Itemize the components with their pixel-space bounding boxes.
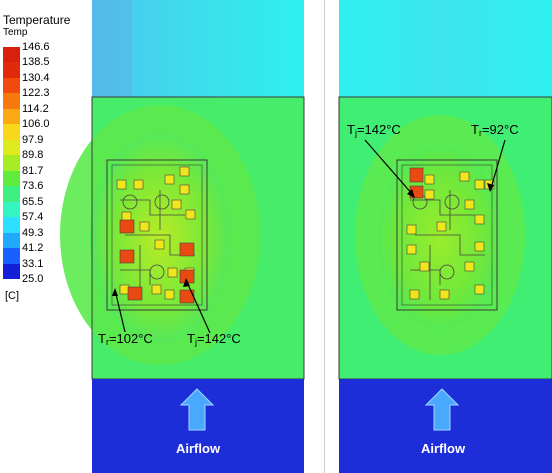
- tj-arrow: [185, 279, 211, 334]
- legend-tick-label: 130.4: [22, 71, 50, 84]
- airflow-arrow-icon: [424, 388, 460, 431]
- legend-color-step: [3, 124, 20, 141]
- left-tj-annotation: Tj=142°C: [187, 331, 241, 347]
- legend-tick-label: 57.4: [22, 211, 44, 224]
- legend-unit: [C]: [5, 290, 20, 302]
- legend-color-step: [3, 62, 20, 79]
- airflow-arrow-icon: [179, 388, 215, 431]
- legend-color-step: [3, 201, 20, 218]
- tr-arrow: [114, 289, 126, 333]
- pcb-board: [106, 159, 208, 311]
- legend-color-step: [3, 170, 20, 187]
- left-simulation-panel: Tr=102°C Tj=142°C Airflow: [60, 0, 305, 473]
- panel-divider: [324, 0, 325, 473]
- legend-color-step: [3, 139, 20, 156]
- hot-components: [119, 219, 195, 304]
- temperature-legend: Temperature Temp 146.6 138.5 130.4 122.3 114…: [0, 0, 92, 310]
- legend-title: Temperature: [3, 13, 71, 27]
- legend-color-step: [3, 93, 20, 110]
- right-simulation-panel: Tj=142°C Tr=92°C Airflow: [325, 0, 552, 473]
- legend-tick-label: 33.1: [22, 257, 44, 270]
- legend-color-step: [3, 77, 20, 94]
- legend-tick-label: 146.6: [22, 41, 50, 53]
- upper-channel: [339, 0, 552, 97]
- legend-ticks: 146.6 138.5 130.4 122.3 114.2 106.0 97.9 89.8 81…: [22, 41, 82, 287]
- right-airflow-label: Airflow: [421, 441, 466, 456]
- legend-tick-label: 89.8: [22, 149, 44, 162]
- legend-tick-label: 73.6: [22, 180, 44, 193]
- legend-colorbar: [3, 47, 20, 280]
- left-airflow-label: Airflow: [176, 441, 221, 456]
- legend-color-step: [3, 232, 20, 249]
- legend-color-step: [3, 47, 20, 63]
- right-thermal-field: [325, 0, 552, 473]
- left-tr-annotation: Tr=102°C: [98, 331, 153, 347]
- legend-color-step: [3, 217, 20, 234]
- small-components: [406, 171, 495, 300]
- tr-arrow: [490, 139, 506, 189]
- legend-tick-label: 114.2: [22, 102, 49, 115]
- legend-tick-label: 65.5: [22, 195, 44, 208]
- legend-subtitle: Temp: [3, 27, 28, 38]
- left-thermal-field: [60, 0, 305, 473]
- legend-tick-label: 138.5: [22, 56, 50, 69]
- hot-components: [409, 167, 424, 199]
- legend-tick-label: 97.9: [22, 133, 44, 146]
- legend-tick-label: 25.0: [22, 273, 44, 285]
- legend-tick-label: 41.2: [22, 242, 44, 255]
- legend-tick-label: 49.3: [22, 226, 44, 239]
- legend-color-step: [3, 155, 20, 172]
- legend-color-step: [3, 263, 20, 280]
- legend-tick-label: 106.0: [22, 118, 50, 131]
- legend-color-step: [3, 108, 20, 125]
- right-tj-annotation: Tj=142°C: [347, 122, 401, 138]
- legend-tick-label: 81.7: [22, 164, 44, 177]
- right-tr-annotation: Tr=92°C: [471, 122, 519, 138]
- tj-arrow: [364, 139, 414, 196]
- legend-tick-label: 122.3: [22, 87, 50, 100]
- legend-color-step: [3, 248, 20, 265]
- legend-color-step: [3, 186, 20, 203]
- pcb-board: [396, 159, 498, 311]
